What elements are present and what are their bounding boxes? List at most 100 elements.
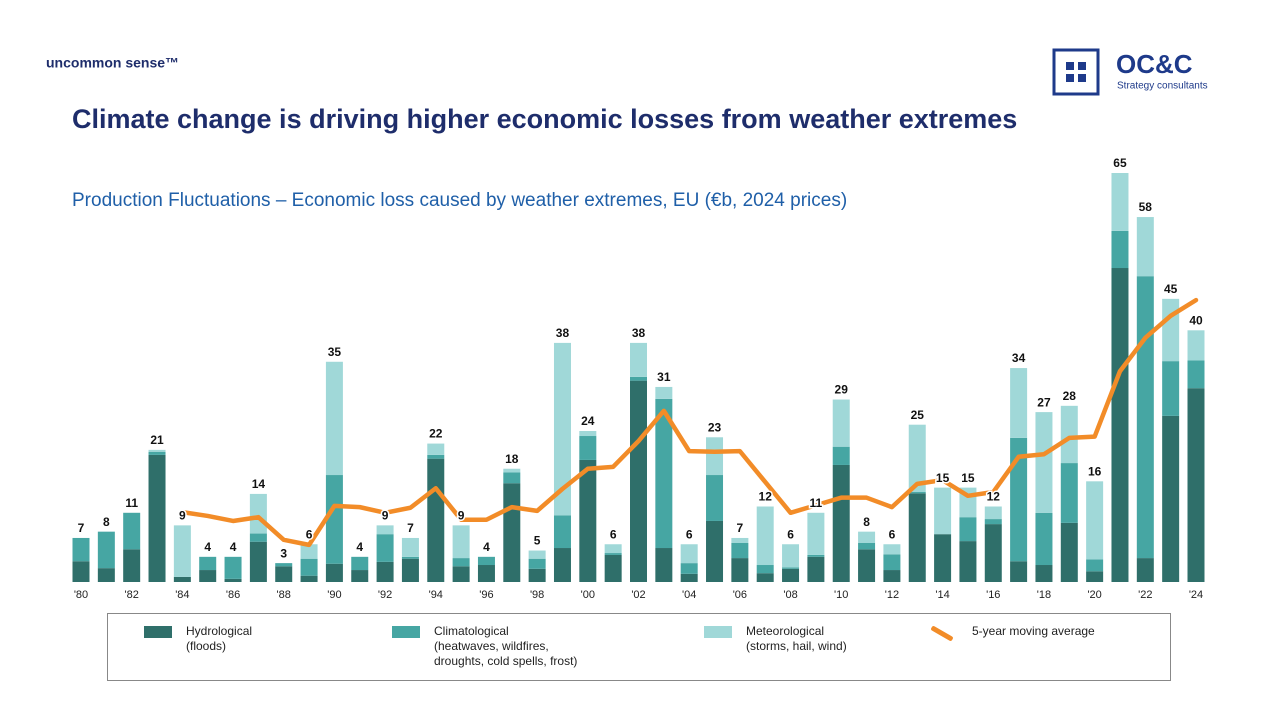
bar-segment [1187, 360, 1205, 389]
bar-segment [1086, 481, 1104, 560]
bar-segment [224, 556, 242, 579]
bar-segment [908, 493, 926, 582]
bar-segment [908, 424, 926, 493]
bar-segment [782, 544, 800, 568]
bar-segment [680, 573, 698, 582]
total-label: 38 [632, 326, 646, 340]
total-label: 16 [1088, 464, 1102, 478]
bar-segment [1136, 558, 1154, 582]
bar-segment [275, 563, 293, 567]
x-tick-label: '22 [1138, 589, 1152, 601]
bar-segment [1136, 276, 1154, 559]
bar-segment [148, 454, 166, 582]
bar-segment [604, 553, 622, 555]
bar-segment [401, 558, 419, 582]
legend-item: Climatological (heatwaves, wildfires, dr… [392, 624, 577, 669]
bar-segment [731, 537, 749, 543]
bar-segment [731, 558, 749, 582]
bar-segment [1111, 230, 1129, 269]
bar-segment [173, 525, 191, 577]
total-label: 11 [810, 496, 823, 510]
x-tick-label: '06 [733, 589, 747, 601]
bar-segment [351, 570, 369, 582]
bar-segment [325, 361, 343, 476]
bar-segment [706, 520, 724, 582]
bar-segment [883, 554, 901, 571]
bar-segment [807, 512, 825, 555]
bar-segment [300, 544, 318, 559]
x-tick-label: '90 [327, 589, 341, 601]
legend: Hydrological (floods) Climatological (hea… [107, 613, 1171, 681]
bar-segment [427, 454, 445, 459]
bar-segment [655, 398, 673, 549]
total-label: 31 [657, 370, 671, 384]
x-tick-label: '14 [935, 589, 949, 601]
legend-label: Hydrological (floods) [186, 624, 253, 653]
bar-segment [427, 443, 445, 455]
total-label: 7 [78, 521, 85, 535]
legend-label: Meteorological (storms, hail, wind) [746, 624, 847, 653]
x-tick-label: '88 [277, 589, 291, 601]
bar-segment [1162, 361, 1180, 416]
total-label: 6 [610, 527, 617, 541]
bar-segment [1111, 268, 1129, 582]
total-label: 45 [1164, 282, 1178, 296]
x-tick-label: '96 [479, 589, 493, 601]
bar-segment [756, 565, 774, 574]
total-label: 23 [708, 420, 722, 434]
bar-segment [199, 570, 217, 582]
legend-swatch [392, 626, 420, 638]
bar-segment [477, 556, 495, 566]
total-label: 6 [889, 527, 896, 541]
total-label: 4 [204, 540, 211, 554]
bar-segment [1086, 559, 1104, 572]
bar-segment [123, 549, 141, 582]
bar-segment [630, 342, 647, 377]
x-tick-label: '98 [530, 589, 544, 601]
brand: uncommon sense™ [46, 55, 179, 71]
total-label: 7 [407, 521, 414, 535]
bar-segment [452, 525, 470, 559]
total-label: 12 [759, 490, 773, 504]
bar-segment [528, 550, 546, 559]
bar-segment [858, 549, 876, 582]
total-label: 40 [1189, 313, 1203, 327]
legend-swatch [144, 626, 172, 638]
bar-segment [579, 459, 597, 582]
bar-segment [300, 575, 318, 582]
x-tick-label: '20 [1087, 589, 1101, 601]
total-label: 38 [556, 326, 570, 340]
bar-segment [1010, 368, 1028, 438]
total-label: 27 [1037, 395, 1051, 409]
bar-segment [173, 576, 191, 582]
bar-segment [934, 534, 952, 582]
logo-name: OC&C [1116, 49, 1193, 79]
bar-segment [553, 342, 571, 516]
bar-segment [427, 458, 445, 582]
x-tick-label: '92 [378, 589, 392, 601]
bar-segment [528, 568, 546, 582]
bar-segment [604, 554, 622, 582]
total-label: 21 [150, 433, 164, 447]
total-label: 25 [911, 408, 925, 422]
legend-label: 5-year moving average [972, 624, 1095, 638]
bar-segment [1060, 463, 1078, 523]
bar-segment [553, 515, 571, 549]
x-tick-label: '00 [581, 589, 595, 601]
bar-segment [1060, 522, 1078, 582]
bar-segment [630, 376, 647, 381]
bar-segment [883, 570, 901, 582]
bar-segment [934, 487, 952, 535]
total-label: 6 [686, 527, 693, 541]
logo-icon [1052, 48, 1100, 96]
bar-segment [1111, 173, 1129, 231]
total-label: 9 [458, 509, 465, 523]
legend-swatch [930, 625, 954, 642]
bar-segment [325, 475, 343, 564]
x-tick-label: '86 [226, 589, 240, 601]
total-label: 3 [280, 546, 287, 560]
x-tick-label: '18 [1037, 589, 1051, 601]
bar-segment [782, 568, 800, 582]
x-tick-label: '12 [885, 589, 899, 601]
